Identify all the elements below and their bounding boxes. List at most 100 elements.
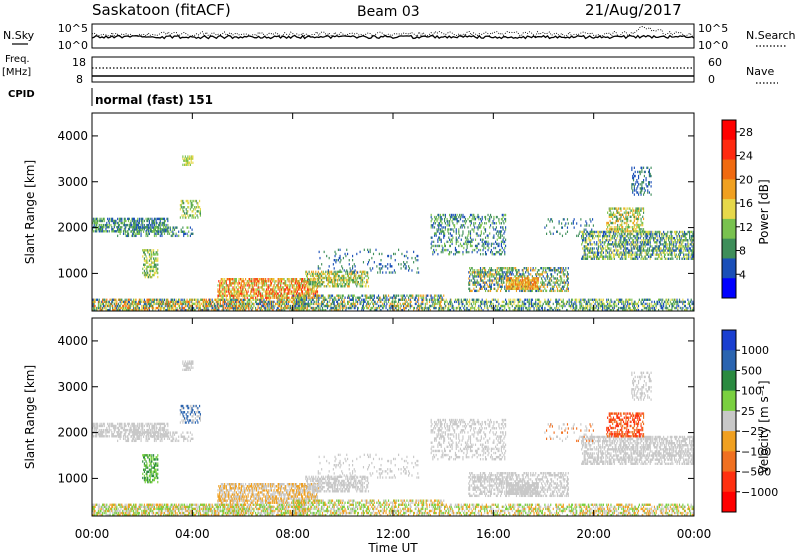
power-cell bbox=[350, 302, 352, 306]
power-cell bbox=[505, 289, 508, 293]
power-cell bbox=[144, 226, 146, 229]
power-cell bbox=[339, 308, 341, 312]
power-cell bbox=[234, 280, 237, 283]
power-cell bbox=[488, 300, 490, 304]
power-cell bbox=[533, 283, 535, 286]
power-cell bbox=[221, 288, 223, 291]
power-cell bbox=[291, 286, 293, 289]
power-cell bbox=[362, 306, 364, 310]
power-cell bbox=[290, 292, 292, 295]
power-cell bbox=[457, 220, 459, 223]
power-cell bbox=[426, 300, 428, 304]
power-cell bbox=[270, 288, 273, 291]
power-cell bbox=[439, 224, 441, 227]
power-cell bbox=[453, 306, 455, 310]
power-cell bbox=[319, 285, 321, 288]
power-cell bbox=[240, 304, 242, 308]
power-cell bbox=[338, 283, 340, 286]
power-cell bbox=[502, 213, 504, 217]
power-cell bbox=[536, 287, 538, 290]
power-cell bbox=[337, 302, 339, 306]
power-cell bbox=[489, 300, 492, 304]
power-cell bbox=[484, 287, 486, 290]
power-cell bbox=[526, 283, 528, 286]
power-cell bbox=[128, 304, 130, 308]
power-cell bbox=[240, 290, 242, 293]
power-cell bbox=[567, 273, 569, 276]
power-cell bbox=[137, 225, 139, 229]
power-cell bbox=[267, 302, 269, 306]
power-cell bbox=[241, 304, 243, 308]
power-cell bbox=[162, 230, 164, 233]
power-cell bbox=[501, 277, 503, 280]
power-cell bbox=[153, 234, 156, 238]
power-cell bbox=[256, 280, 258, 283]
power-cell bbox=[524, 279, 526, 282]
power-cell bbox=[294, 304, 296, 308]
power-cell bbox=[329, 280, 331, 284]
power-cell bbox=[283, 308, 285, 312]
power-cell bbox=[460, 308, 462, 312]
power-cell bbox=[343, 278, 345, 282]
power-cell bbox=[348, 280, 350, 284]
power-cell bbox=[299, 282, 301, 285]
power-cell bbox=[428, 300, 431, 304]
power-cell bbox=[194, 308, 196, 312]
freq-left-tick-top: 18 bbox=[72, 56, 86, 69]
power-cell bbox=[153, 271, 156, 275]
power-cell bbox=[542, 285, 544, 288]
power-cell bbox=[326, 276, 329, 280]
power-cell bbox=[261, 308, 263, 312]
power-cell bbox=[126, 304, 128, 308]
power-cell bbox=[459, 217, 462, 221]
power-cell bbox=[148, 217, 150, 221]
power-cell bbox=[464, 298, 466, 301]
power-cell bbox=[246, 296, 248, 299]
power-cell bbox=[220, 296, 222, 299]
power-cell bbox=[365, 285, 367, 288]
power-cell bbox=[426, 294, 428, 297]
power-cell bbox=[316, 294, 318, 297]
power-cell bbox=[170, 304, 172, 308]
power-cell bbox=[98, 300, 100, 304]
power-cell bbox=[456, 213, 458, 217]
power-cell bbox=[290, 280, 293, 283]
power-cell bbox=[329, 308, 331, 312]
power-cell bbox=[336, 283, 339, 286]
power-cell bbox=[469, 289, 471, 293]
power-cell bbox=[127, 302, 130, 306]
power-cell bbox=[120, 306, 122, 310]
power-cell bbox=[283, 282, 285, 285]
power-cell bbox=[253, 298, 255, 301]
power-cell bbox=[473, 298, 475, 301]
power-cell bbox=[348, 296, 350, 299]
power-cell bbox=[357, 306, 359, 310]
power-cell bbox=[545, 267, 547, 270]
power-cell bbox=[516, 277, 518, 280]
power-cell bbox=[548, 279, 550, 282]
power-cell bbox=[148, 230, 150, 233]
power-cell bbox=[360, 276, 362, 280]
power-cell bbox=[510, 285, 512, 288]
power-cell bbox=[131, 230, 133, 233]
power-cell bbox=[244, 294, 246, 297]
power-cell bbox=[331, 306, 334, 310]
power-cell bbox=[235, 302, 237, 306]
power-cell bbox=[466, 302, 468, 306]
power-cell bbox=[531, 283, 533, 286]
power-cell bbox=[523, 289, 525, 293]
power-cell bbox=[102, 304, 105, 308]
power-cell bbox=[443, 230, 445, 233]
power-cell bbox=[108, 225, 110, 229]
power-cell bbox=[439, 230, 441, 233]
power-cell bbox=[303, 294, 305, 297]
power-cell bbox=[358, 274, 360, 278]
power-cell bbox=[141, 221, 143, 225]
power-cell bbox=[409, 298, 411, 301]
power-cell bbox=[112, 228, 114, 231]
power-cell bbox=[286, 278, 288, 281]
power-cell bbox=[152, 226, 154, 229]
power-cell bbox=[194, 298, 196, 301]
power-cell bbox=[473, 275, 475, 278]
power-cell bbox=[217, 300, 219, 304]
